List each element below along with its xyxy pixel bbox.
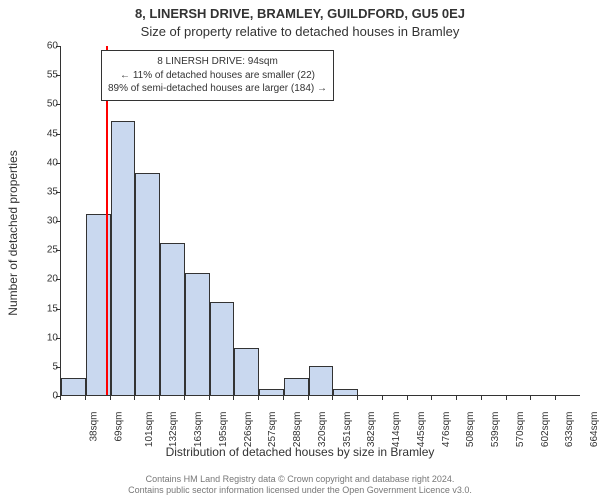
- y-tick-mark: [56, 134, 60, 135]
- x-tick-label: 195sqm: [218, 412, 229, 448]
- x-tick-label: 163sqm: [193, 412, 204, 448]
- histogram-bar: [234, 348, 259, 395]
- y-tick-mark: [56, 192, 60, 193]
- x-tick-mark: [233, 396, 234, 400]
- x-tick-label: 226sqm: [243, 412, 254, 448]
- x-axis-label: Distribution of detached houses by size …: [0, 445, 600, 459]
- histogram-bar: [309, 366, 334, 395]
- x-tick-label: 602sqm: [540, 412, 551, 448]
- x-tick-label: 288sqm: [292, 412, 303, 448]
- annotation-box: 8 LINERSH DRIVE: 94sqm ← 11% of detached…: [101, 50, 334, 101]
- x-tick-label: 38sqm: [89, 412, 100, 442]
- y-tick-mark: [56, 163, 60, 164]
- x-tick-mark: [110, 396, 111, 400]
- x-tick-label: 476sqm: [441, 412, 452, 448]
- x-tick-mark: [431, 396, 432, 400]
- x-tick-label: 508sqm: [466, 412, 477, 448]
- x-tick-mark: [530, 396, 531, 400]
- x-tick-mark: [283, 396, 284, 400]
- x-tick-mark: [332, 396, 333, 400]
- histogram-bar: [259, 389, 284, 395]
- x-tick-label: 257sqm: [267, 412, 278, 448]
- x-tick-label: 351sqm: [342, 412, 353, 448]
- y-tick-mark: [56, 221, 60, 222]
- y-tick-mark: [56, 367, 60, 368]
- x-tick-mark: [481, 396, 482, 400]
- annotation-line-2: ← 11% of detached houses are smaller (22…: [108, 69, 327, 83]
- x-tick-label: 320sqm: [317, 412, 328, 448]
- histogram-bar: [135, 173, 160, 395]
- x-tick-mark: [209, 396, 210, 400]
- annotation-line-3: 89% of semi-detached houses are larger (…: [108, 82, 327, 96]
- annotation-line-1: 8 LINERSH DRIVE: 94sqm: [108, 55, 327, 69]
- x-tick-label: 101sqm: [144, 412, 155, 448]
- x-tick-mark: [258, 396, 259, 400]
- x-tick-label: 132sqm: [168, 412, 179, 448]
- histogram-bar: [210, 302, 235, 395]
- x-tick-label: 539sqm: [490, 412, 501, 448]
- x-tick-mark: [555, 396, 556, 400]
- histogram-bar: [111, 121, 136, 395]
- y-tick-mark: [56, 279, 60, 280]
- y-tick-mark: [56, 104, 60, 105]
- y-tick-mark: [56, 250, 60, 251]
- footer-line-2: Contains public sector information licen…: [128, 485, 472, 495]
- y-axis-label-text: Number of detached properties: [6, 150, 20, 315]
- x-tick-label: 664sqm: [589, 412, 600, 448]
- x-tick-mark: [85, 396, 86, 400]
- footer-line-1: Contains HM Land Registry data © Crown c…: [146, 474, 455, 484]
- x-tick-mark: [308, 396, 309, 400]
- x-tick-label: 69sqm: [113, 412, 124, 442]
- x-tick-label: 445sqm: [416, 412, 427, 448]
- chart-subtitle: Size of property relative to detached ho…: [0, 24, 600, 39]
- x-tick-mark: [159, 396, 160, 400]
- y-tick-mark: [56, 46, 60, 47]
- y-axis-label: Number of detached properties: [6, 68, 20, 233]
- plot-area: 8 LINERSH DRIVE: 94sqm ← 11% of detached…: [60, 46, 580, 396]
- x-tick-mark: [60, 396, 61, 400]
- x-tick-label: 633sqm: [565, 412, 576, 448]
- y-tick-mark: [56, 75, 60, 76]
- histogram-bar: [333, 389, 358, 395]
- x-tick-mark: [407, 396, 408, 400]
- chart-container: 8, LINERSH DRIVE, BRAMLEY, GUILDFORD, GU…: [0, 0, 600, 500]
- y-tick-mark: [56, 338, 60, 339]
- chart-title-address: 8, LINERSH DRIVE, BRAMLEY, GUILDFORD, GU…: [0, 6, 600, 21]
- histogram-bar: [185, 273, 210, 396]
- x-tick-mark: [357, 396, 358, 400]
- x-tick-label: 382sqm: [366, 412, 377, 448]
- x-tick-mark: [506, 396, 507, 400]
- x-tick-mark: [382, 396, 383, 400]
- histogram-bar: [160, 243, 185, 395]
- x-tick-label: 414sqm: [391, 412, 402, 448]
- histogram-bar: [284, 378, 309, 396]
- x-tick-mark: [456, 396, 457, 400]
- footer-attribution: Contains HM Land Registry data © Crown c…: [0, 474, 600, 497]
- y-tick-mark: [56, 309, 60, 310]
- x-tick-mark: [134, 396, 135, 400]
- histogram-bar: [61, 378, 86, 396]
- x-tick-mark: [184, 396, 185, 400]
- x-tick-label: 570sqm: [515, 412, 526, 448]
